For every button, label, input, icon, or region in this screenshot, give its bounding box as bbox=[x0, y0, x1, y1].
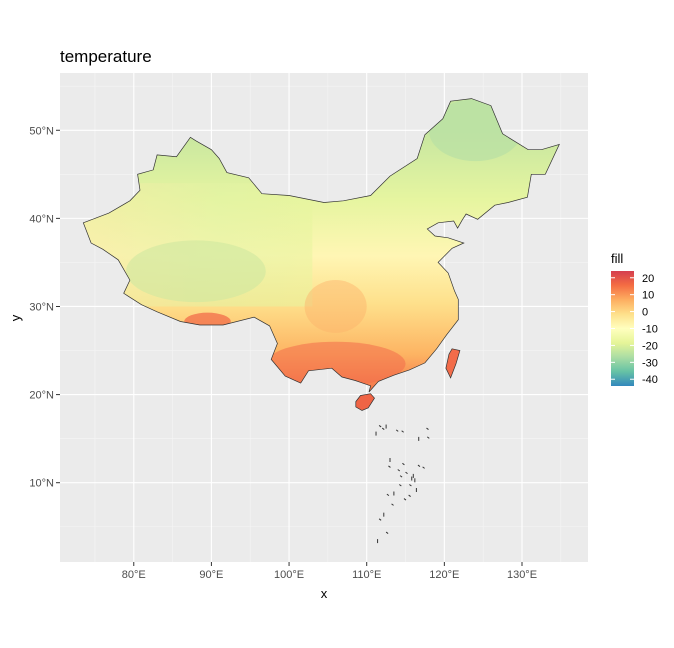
y-tick-label: 30°N bbox=[29, 301, 54, 313]
island-mark bbox=[426, 427, 429, 430]
y-axis-title: y bbox=[8, 314, 23, 321]
island-mark bbox=[388, 465, 391, 468]
x-axis-ticks: 80°E 90°E 100°E 110°E 120°E 130°E bbox=[122, 562, 537, 581]
island-mark bbox=[397, 469, 401, 472]
island-mark bbox=[395, 429, 399, 432]
island-mark bbox=[402, 462, 405, 466]
taiwan-island bbox=[445, 348, 461, 379]
x-tick-label: 120°E bbox=[429, 569, 459, 581]
island-mark bbox=[403, 498, 407, 501]
legend-tick-label: -10 bbox=[642, 324, 658, 336]
island-mark bbox=[378, 425, 382, 428]
south-china-sea-islands bbox=[375, 424, 430, 544]
x-axis-title: x bbox=[321, 586, 328, 601]
island-mark bbox=[391, 503, 394, 506]
legend-title: fill bbox=[611, 251, 623, 266]
hainan-island bbox=[355, 393, 375, 411]
chart-title: temperature bbox=[60, 47, 152, 66]
island-mark bbox=[385, 531, 389, 534]
x-tick-label: 110°E bbox=[352, 569, 381, 581]
y-tick-label: 10°N bbox=[29, 478, 54, 490]
legend-tick-label: -30 bbox=[642, 357, 658, 369]
island-mark bbox=[409, 484, 412, 487]
legend-tick-label: -40 bbox=[642, 374, 658, 386]
island-mark bbox=[401, 430, 404, 433]
x-tick-label: 100°E bbox=[274, 569, 304, 581]
y-tick-label: 20°N bbox=[29, 390, 54, 402]
island-mark bbox=[422, 466, 425, 469]
legend-tick-label: 0 bbox=[642, 307, 648, 319]
x-tick-label: 80°E bbox=[122, 569, 146, 581]
island-mark bbox=[378, 518, 382, 521]
y-tick-label: 50°N bbox=[29, 125, 54, 137]
island-mark bbox=[399, 475, 403, 478]
island-mark bbox=[408, 494, 411, 497]
sichuan-basin-warm-zone bbox=[304, 280, 367, 333]
legend-colorbar bbox=[611, 271, 634, 386]
y-tick-label: 40°N bbox=[29, 213, 54, 225]
south-coast-hot-zone bbox=[265, 341, 406, 386]
x-tick-label: 130°E bbox=[507, 569, 537, 581]
legend-ticks: 20 10 0 -10 -20 -30 -40 bbox=[611, 273, 658, 386]
plateau-cold-zone bbox=[126, 240, 266, 303]
y-axis-ticks: 10°N 20°N 30°N 40°N 50°N bbox=[29, 125, 60, 490]
island-mark bbox=[417, 464, 421, 467]
color-legend: fill 20 10 0 -10 -20 -30 -40 bbox=[611, 251, 658, 386]
legend-tick-label: 10 bbox=[642, 290, 654, 302]
mainland-outline bbox=[82, 98, 560, 393]
island-mark bbox=[386, 493, 390, 497]
island-mark bbox=[381, 427, 385, 430]
x-tick-label: 90°E bbox=[199, 569, 223, 581]
legend-tick-label: 20 bbox=[642, 273, 654, 285]
island-mark bbox=[399, 484, 402, 487]
island-mark bbox=[426, 436, 430, 439]
legend-tick-label: -20 bbox=[642, 340, 658, 352]
island-mark bbox=[405, 471, 408, 475]
